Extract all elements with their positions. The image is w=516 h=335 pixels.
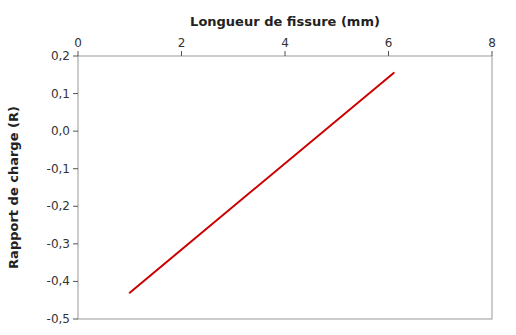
x-tick-label: 4 [281, 36, 289, 50]
x-axis-label: Longueur de fissure (mm) [190, 14, 380, 29]
y-tick [73, 131, 78, 132]
x-axis: 0 2 4 6 8 [74, 36, 496, 56]
y-tick-label: -0,2 [47, 199, 70, 213]
x-tick [181, 51, 182, 56]
y-tick [73, 168, 78, 169]
y-tick [73, 56, 78, 57]
series-group [130, 73, 394, 293]
y-tick-label: 0,1 [51, 87, 70, 101]
y-tick-label: -0,3 [47, 237, 70, 251]
x-tick [492, 51, 493, 56]
y-tick [73, 243, 78, 244]
data-line [130, 73, 394, 293]
chart: 02468Longueur de fissure (mm)-0,5-0,4-0,… [0, 0, 516, 335]
x-tick-label: 2 [178, 36, 186, 50]
y-tick-label: 0,2 [51, 49, 70, 63]
x-tick [285, 51, 286, 56]
y-tick-label: -0,1 [47, 162, 70, 176]
y-tick [73, 319, 78, 320]
y-tick [73, 281, 78, 282]
y-tick [73, 93, 78, 94]
chart-container: 02468Longueur de fissure (mm)-0,5-0,4-0,… [0, 0, 516, 335]
y-tick-label: -0,4 [47, 274, 70, 288]
x-tick-label: 8 [488, 36, 496, 50]
x-tick-label: 0 [74, 36, 82, 50]
y-axis: -0,5 -0,4 -0,3 -0,2 -0,1 0,0 0,1 0,2 [47, 49, 78, 326]
plot-area [78, 56, 492, 319]
y-tick-label: -0,5 [47, 312, 70, 326]
y-axis-label: Rapport de charge (R) [6, 106, 21, 269]
y-tick [73, 206, 78, 207]
x-tick [78, 51, 79, 56]
x-tick [388, 51, 389, 56]
x-tick-label: 6 [385, 36, 393, 50]
plot-frame [78, 56, 492, 319]
y-tick-label: 0,0 [51, 124, 70, 138]
